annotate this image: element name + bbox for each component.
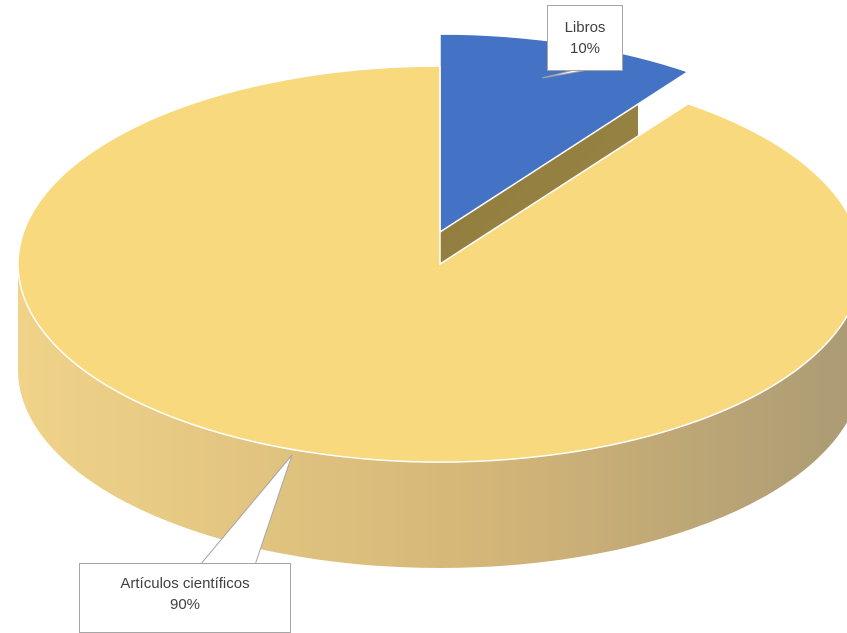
data-label-articulos-name: Artículos científicos [120,575,250,592]
callout-pointer-articulos [199,454,293,566]
data-label-libros: Libros 10% [547,5,623,71]
data-label-libros-name: Libros [564,19,606,36]
data-label-articulos-value: 90% [169,596,201,613]
pie-slice-articulos [17,65,847,463]
data-label-libros-value: 10% [569,40,601,57]
pie-side-articulos [18,264,847,568]
data-label-articulos: Artículos científicos 90% [79,563,291,633]
callout-pointer-libros [541,69,589,79]
